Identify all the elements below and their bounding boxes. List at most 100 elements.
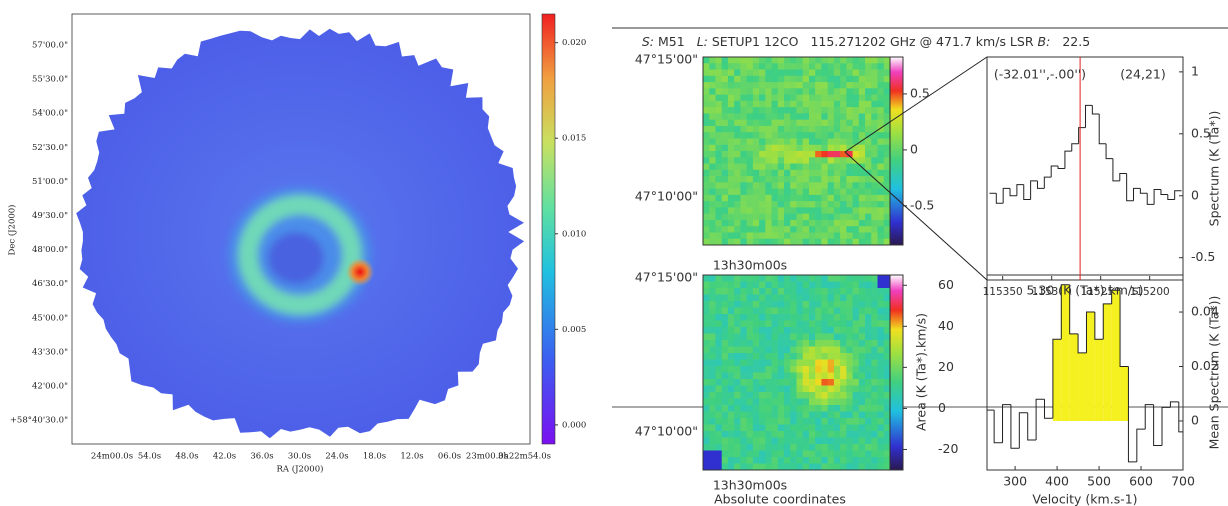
map-pixel (846, 232, 853, 240)
map-pixel (771, 366, 779, 373)
map-pixel (740, 301, 748, 308)
map-pixel (852, 219, 860, 227)
map-pixel (808, 201, 816, 208)
map-pixel (784, 176, 791, 183)
map-pixel (715, 307, 723, 315)
map-pixel (865, 437, 872, 445)
map-pixel (815, 457, 822, 464)
map-pixel (784, 372, 791, 380)
map-pixel (777, 463, 785, 471)
map-pixel (827, 450, 835, 458)
map-pixel (821, 94, 829, 102)
map-pixel (846, 201, 853, 208)
hot-spot (346, 258, 374, 286)
map-pixel (802, 372, 810, 380)
map-pixel (734, 457, 741, 464)
map-pixel (727, 69, 735, 77)
map-pixel (746, 219, 754, 227)
map-pixel (827, 57, 835, 64)
map-pixel (771, 385, 779, 393)
x-tick-label: 115250 (1081, 286, 1121, 298)
map-pixel (883, 333, 891, 341)
map-pixel (703, 207, 710, 215)
map-pixel (746, 176, 754, 183)
map-pixel (746, 281, 754, 289)
map-pixel (877, 219, 885, 227)
map-pixel (703, 411, 710, 419)
map-pixel (840, 353, 847, 360)
map-pixel (740, 157, 748, 164)
spectrum-step (1136, 428, 1146, 462)
map-pixel (721, 151, 729, 158)
map-pixel (815, 379, 822, 386)
map-pixel (883, 457, 891, 464)
map-pixel (840, 57, 847, 64)
map-pixel (865, 138, 872, 146)
map-pixel (858, 125, 866, 133)
map-pixel (846, 119, 853, 127)
map-pixel (883, 238, 891, 246)
spectrum-fill (1094, 339, 1104, 421)
map-pixel (852, 346, 860, 354)
map-pixel (852, 275, 860, 282)
map-pixel (827, 232, 835, 240)
map-pixel (703, 188, 710, 196)
map-pixel (784, 398, 791, 406)
spectrum-step (1035, 398, 1045, 441)
spectrum-step (1002, 187, 1011, 204)
map-pixel (759, 219, 766, 227)
map-pixel (871, 107, 878, 114)
spectrum-fill (1103, 303, 1112, 421)
map-pixel (709, 88, 716, 95)
map-pixel (727, 176, 735, 183)
map-pixel (752, 82, 760, 89)
map-pixel (883, 275, 891, 282)
map-pixel (796, 431, 804, 438)
map-pixel (883, 163, 891, 171)
map-pixel (858, 359, 866, 367)
map-pixel (746, 201, 754, 208)
map-pixel (752, 188, 760, 196)
map-pixel (746, 226, 754, 233)
map-pixel (777, 69, 785, 77)
map-pixel (765, 431, 772, 438)
spectrum-step (1126, 173, 1134, 202)
map-pixel (715, 320, 723, 328)
map-pixel (721, 353, 729, 360)
map-pixel (703, 226, 710, 233)
map-pixel (771, 194, 779, 202)
map-pixel (858, 294, 866, 302)
map-pixel (703, 157, 710, 164)
map-pixel (808, 411, 816, 419)
map-pixel (703, 288, 710, 295)
map-pixel (840, 307, 847, 315)
map-pixel (865, 457, 872, 464)
map-pixel (821, 69, 829, 77)
map-pixel (703, 327, 710, 334)
map-pixel (802, 88, 810, 95)
map-pixel (759, 75, 766, 83)
map-pixel (771, 463, 779, 471)
map-pixel (727, 151, 735, 158)
map-pixel (721, 424, 729, 432)
map-pixel (740, 288, 748, 295)
map-pixel (796, 366, 804, 373)
map-pixel (796, 169, 804, 177)
map-pixel (727, 213, 735, 221)
map-pixel (784, 353, 791, 360)
map-pixel (815, 353, 822, 360)
map-pixel (871, 320, 878, 328)
map-pixel (752, 169, 760, 177)
map-pixel (833, 94, 841, 102)
map-pixel (871, 188, 878, 196)
map-pixel (865, 385, 872, 393)
map-pixel (802, 207, 810, 215)
map-pixel (740, 314, 748, 321)
map-pixel (715, 157, 723, 164)
map-pixel (883, 88, 891, 95)
map-pixel (846, 88, 853, 95)
map-pixel (821, 107, 829, 114)
map-pixel (771, 69, 779, 77)
map-pixel (833, 463, 841, 471)
map-pixel (721, 219, 729, 227)
